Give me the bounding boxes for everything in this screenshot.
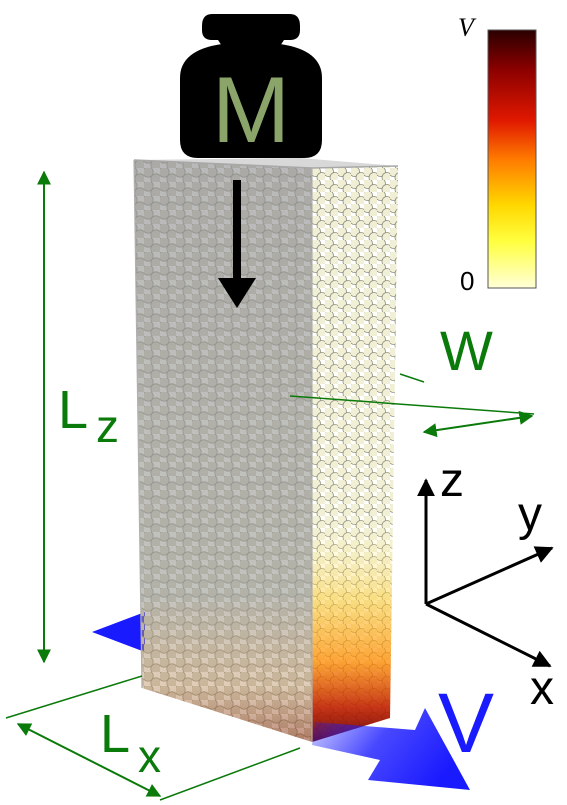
width-label: W	[440, 319, 493, 382]
velocity-arrow-back	[92, 612, 145, 652]
axis-y-label: y	[518, 488, 542, 541]
height-label: L	[58, 380, 88, 440]
box-top-face	[134, 158, 398, 168]
weight: M	[180, 14, 322, 162]
weight-label: M	[212, 57, 290, 162]
weight-body	[180, 44, 322, 158]
load-arrow	[218, 180, 256, 308]
velocity-arrow	[312, 708, 470, 790]
width-dimension: W	[289, 319, 535, 438]
velocity-label: V	[438, 676, 494, 770]
colorbar-min-label: 0	[460, 266, 474, 296]
coordinate-axes: z y x	[417, 454, 554, 715]
length-dimension: L x	[5, 675, 301, 801]
velocity-colorbar: V 0	[458, 13, 537, 296]
granular-box	[133, 158, 399, 742]
axis-x-label: x	[530, 662, 554, 715]
axis-z-label: z	[440, 454, 464, 507]
length-label: L	[100, 704, 130, 764]
length-subscript: x	[138, 730, 161, 782]
height-subscript: z	[96, 400, 119, 452]
height-dimension: L z	[37, 170, 119, 664]
colorbar-max-label: V	[458, 13, 477, 42]
colorbar-gradient	[487, 29, 537, 289]
weight-handle	[202, 14, 300, 46]
